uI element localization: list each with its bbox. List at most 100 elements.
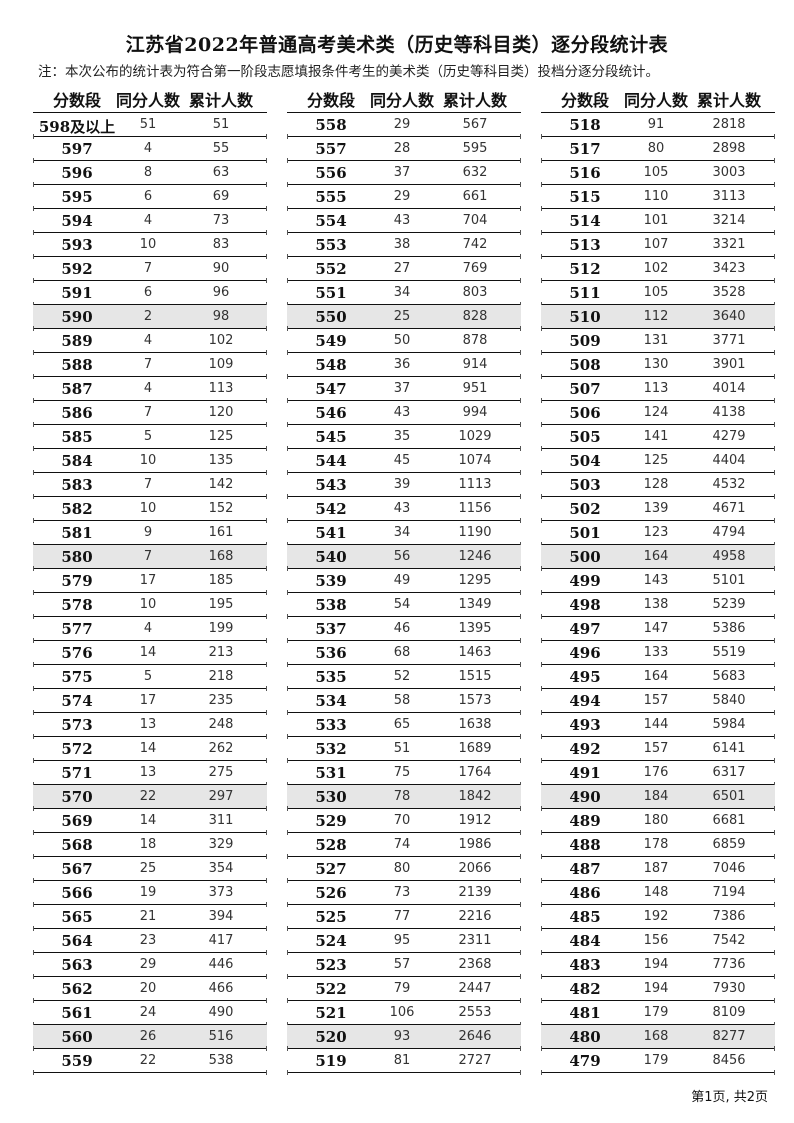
table-row: 484 156 7542 [541,929,775,955]
score-cell: 480 [569,1028,601,1046]
same-score-count-cell: 144 [643,717,669,732]
score-cell: 544 [315,452,347,470]
cumulative-count-cell: 5101 [712,573,746,588]
same-score-count-cell: 156 [643,933,669,948]
same-score-count-cell: 179 [643,1053,669,1068]
score-cell: 568 [61,836,93,854]
table-row: 548 36 914 [287,353,521,379]
cumulative-count-cell: 2898 [712,141,746,156]
cumulative-count-cell: 5683 [712,669,746,684]
cumulative-count-cell: 704 [462,213,488,228]
score-cell: 541 [315,524,347,542]
same-score-count-cell: 28 [393,141,411,156]
same-score-count-cell: 168 [643,1029,669,1044]
same-score-count-cell: 138 [643,597,669,612]
same-score-count-cell: 7 [143,261,153,276]
table-row: 486 148 7194 [541,881,775,907]
score-cell: 597 [61,140,93,158]
score-cell: 505 [569,428,601,446]
table-row: 507 113 4014 [541,377,775,403]
cumulative-count-cell: 3771 [712,333,746,348]
score-cell: 481 [569,1004,601,1022]
table-row: 515 110 3113 [541,185,775,211]
table-row: 563 29 446 [33,953,267,979]
same-score-count-cell: 14 [139,741,157,756]
table-row: 558 29 567 [287,113,521,139]
score-cell: 577 [61,620,93,638]
same-score-count-cell: 95 [393,933,411,948]
cumulative-count-cell: 632 [462,165,488,180]
score-cell: 522 [315,980,347,998]
table-row: 505 141 4279 [541,425,775,451]
score-cell: 527 [315,860,347,878]
table-row: 547 37 951 [287,377,521,403]
cumulative-count-cell: 446 [208,957,234,972]
cumulative-count-cell: 3528 [712,285,746,300]
same-score-count-cell: 74 [393,837,411,852]
table-row: 585 5 125 [33,425,267,451]
score-cell: 513 [569,236,601,254]
score-cell: 529 [315,812,347,830]
same-score-count-cell: 29 [393,189,411,204]
score-cell: 485 [569,908,601,926]
score-cell: 543 [315,476,347,494]
cumulative-count-cell: 69 [212,189,230,204]
table-row: 576 14 213 [33,641,267,667]
score-cell: 487 [569,860,601,878]
score-cell: 560 [61,1028,93,1046]
table-column-2: 分数段 同分人数 累计人数 558 29 567 557 28 595 556 37 632 555 29… [287,84,521,1075]
table-row: 503 128 4532 [541,473,775,499]
table-row: 551 34 803 [287,281,521,307]
cumulative-count-cell: 1295 [458,573,492,588]
table-row: 492 157 6141 [541,737,775,763]
cumulative-count-cell: 1463 [458,645,492,660]
score-cell: 497 [569,620,601,638]
table-row: 561 24 490 [33,1001,267,1027]
cumulative-count-cell: 1074 [458,453,492,468]
score-cell: 571 [61,764,93,782]
same-score-count-cell: 20 [139,981,157,996]
cumulative-count-cell: 1190 [458,525,492,540]
cumulative-count-cell: 354 [208,861,234,876]
score-cell: 598及以上 [38,118,116,136]
score-cell: 531 [315,764,347,782]
table-row: 482 194 7930 [541,977,775,1003]
same-score-count-cell: 7 [143,549,153,564]
score-cell: 562 [61,980,93,998]
cumulative-count-cell: 1156 [458,501,492,516]
same-score-count-cell: 10 [139,453,157,468]
score-cell: 519 [315,1052,347,1070]
table-row: 514 101 3214 [541,209,775,235]
same-score-count-cell: 68 [393,645,411,660]
score-cell: 489 [569,812,601,830]
score-cell: 570 [61,788,93,806]
same-score-count-cell: 7 [143,357,153,372]
same-score-count-cell: 25 [393,309,411,324]
score-cell: 557 [315,140,347,158]
cumulative-count-cell: 3640 [712,309,746,324]
cumulative-count-cell: 311 [208,813,234,828]
same-score-count-cell: 54 [393,597,411,612]
same-score-count-cell: 105 [643,285,669,300]
same-score-count-cell: 106 [389,1005,415,1020]
table-row: 571 13 275 [33,761,267,787]
table-row: 521 106 2553 [287,1001,521,1027]
table-row: 499 143 5101 [541,569,775,595]
same-score-count-cell: 10 [139,597,157,612]
cumulative-count-cell: 742 [462,237,488,252]
score-cell: 486 [569,884,601,902]
score-cell: 591 [61,284,93,302]
cumulative-count-cell: 199 [208,621,234,636]
cumulative-count-cell: 8277 [712,1029,746,1044]
score-cell: 554 [315,212,347,230]
table-row: 542 43 1156 [287,497,521,523]
table-row: 596 8 63 [33,161,267,187]
score-cell: 504 [569,452,601,470]
table-row: 490 184 6501 [541,785,775,811]
same-score-count-cell: 51 [139,117,157,132]
score-cell: 574 [61,692,93,710]
table-row: 488 178 6859 [541,833,775,859]
score-cell: 491 [569,764,601,782]
cumulative-count-cell: 878 [462,333,488,348]
table-row: 572 14 262 [33,737,267,763]
